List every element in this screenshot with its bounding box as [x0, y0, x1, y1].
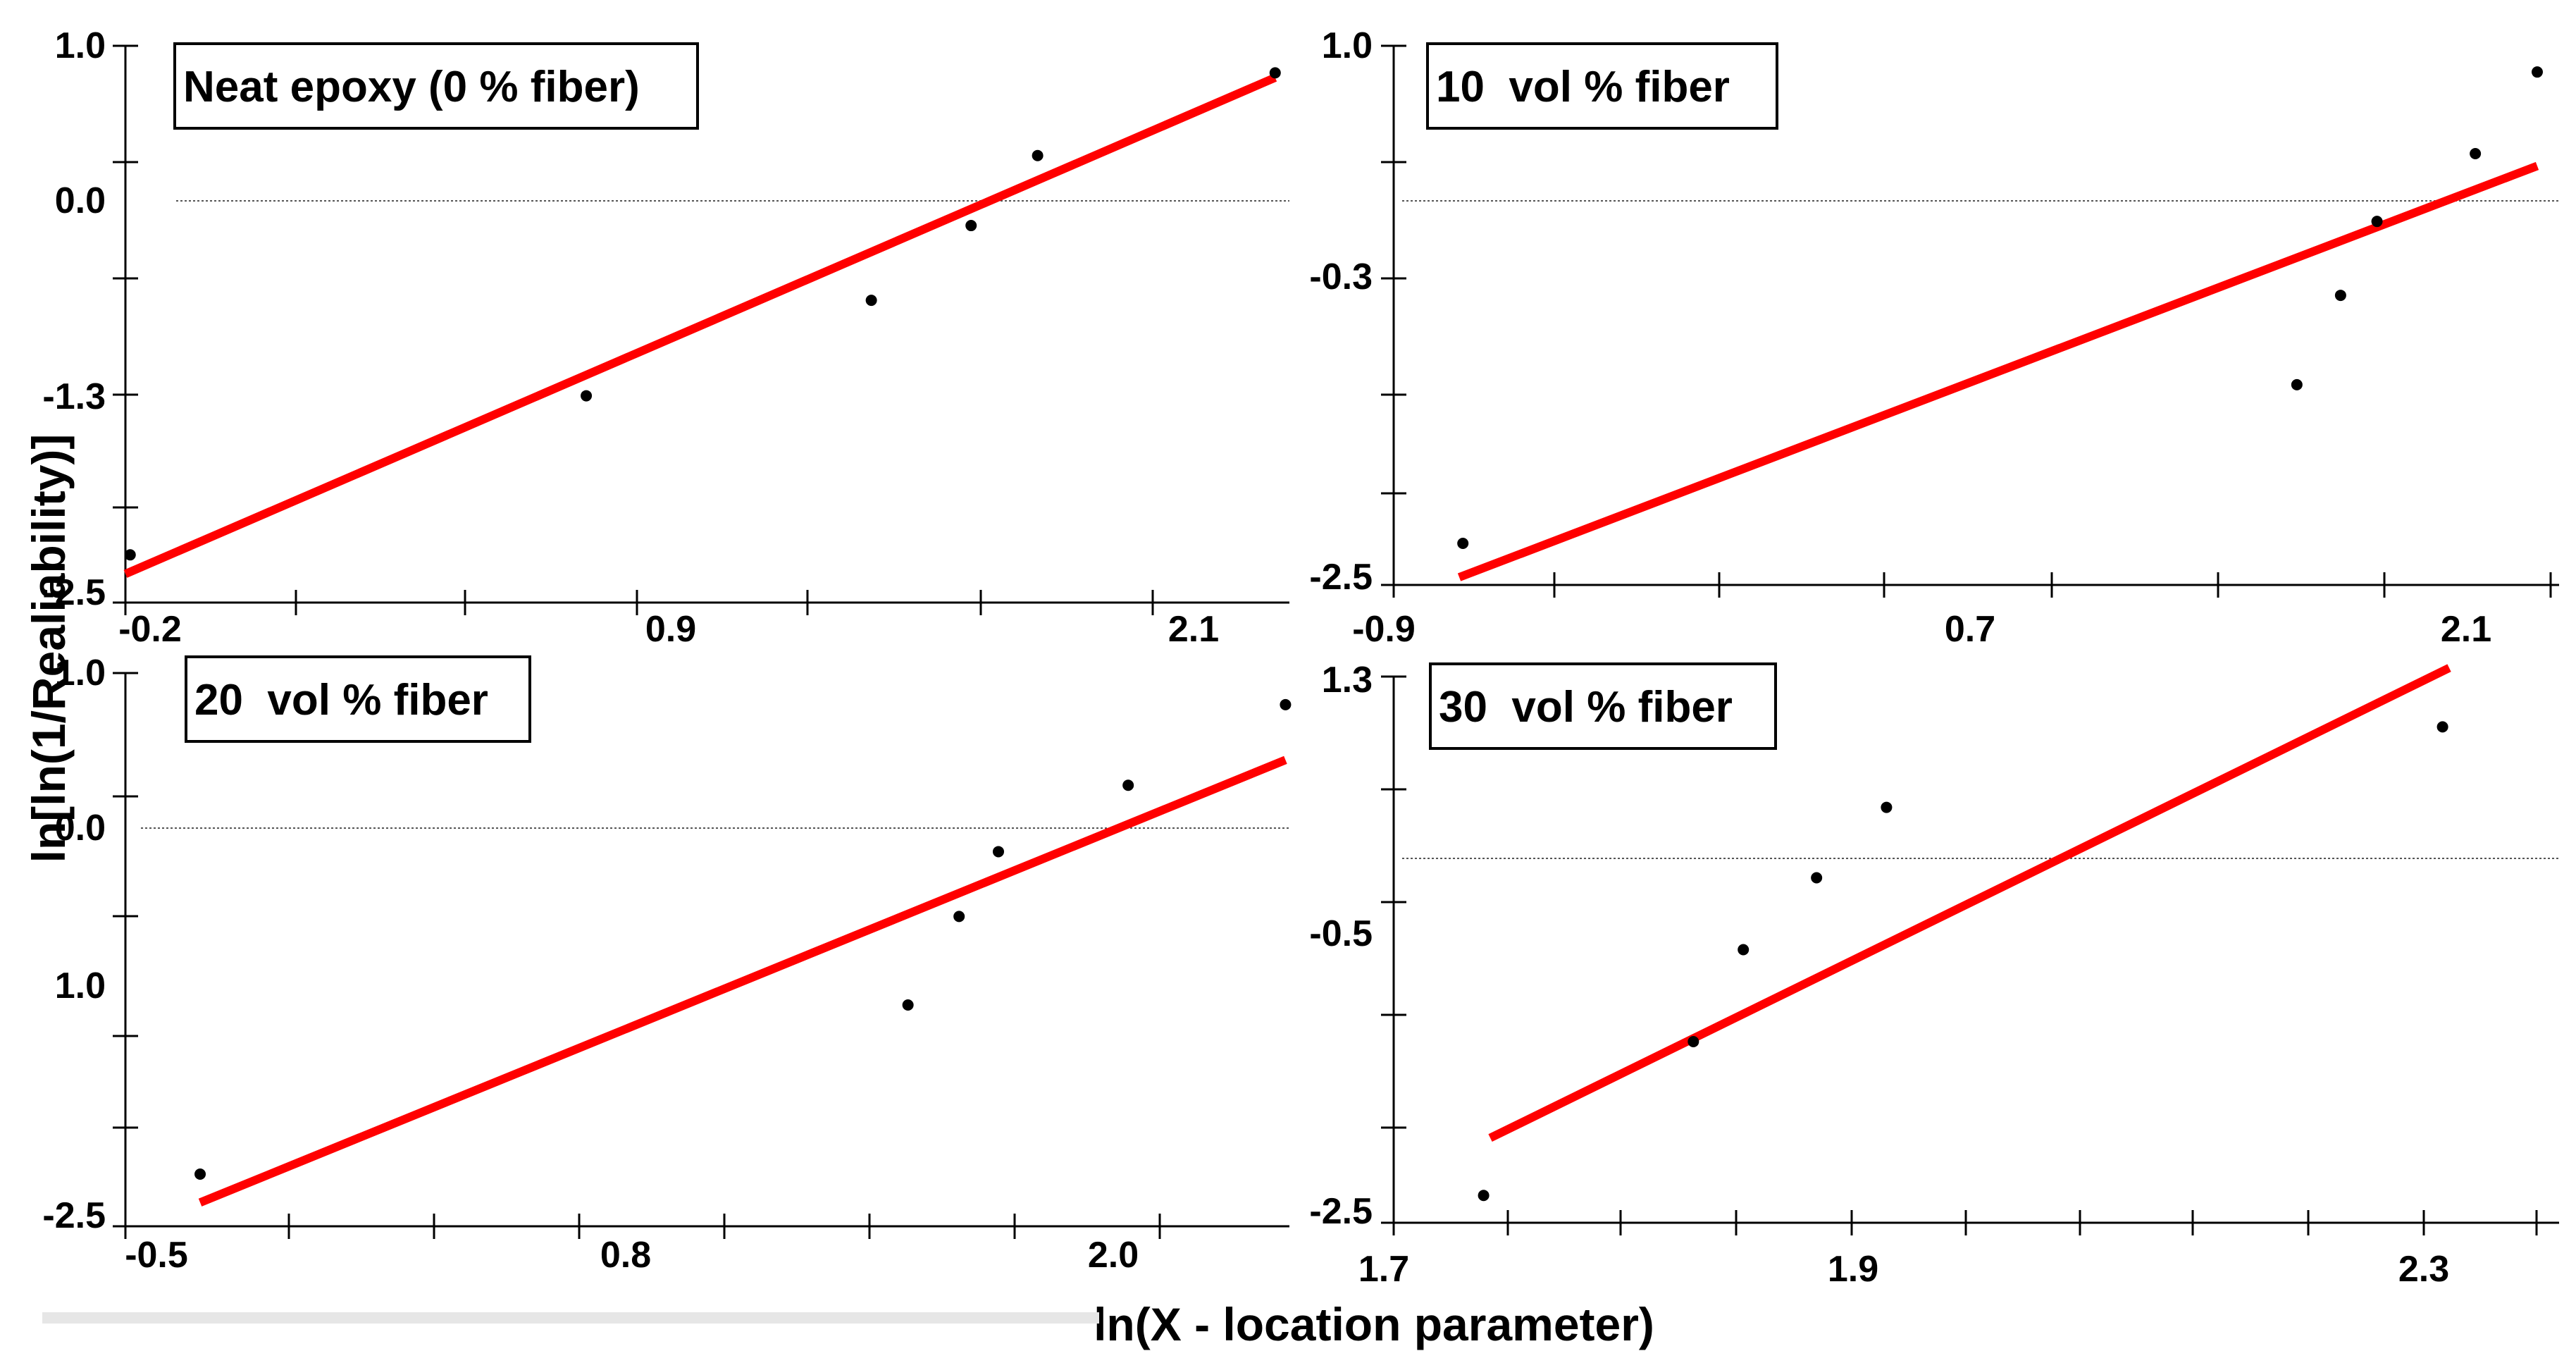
panel-label: 20 vol % fiber	[185, 655, 531, 743]
panel-10-vol: 1.0 -0.3 -2.5 -0.9 0.7 2.1 10 vol % fibe…	[1309, 25, 2559, 650]
fit-line	[198, 755, 1287, 1207]
fit-line-group	[123, 73, 1277, 578]
y-tick-label: -2.5	[42, 1195, 106, 1236]
y-tick-label: -0.3	[1309, 257, 1373, 297]
fit-line	[123, 73, 1277, 578]
data-point	[2371, 216, 2383, 228]
y-tick-label: -2.5	[1309, 557, 1373, 598]
panel-20-vol: 1.0 0.0 1.0 -2.5 -0.5 0.8 2.0 20 vol % f…	[42, 653, 1292, 1276]
data-point	[1881, 801, 1893, 813]
tick-labels: 1.0 -0.3 -2.5 -0.9 0.7 2.1	[1309, 25, 2491, 650]
x-tick-label: 2.1	[1168, 609, 1219, 650]
data-point	[1811, 872, 1823, 884]
panel-label-text: 10 vol % fiber	[1436, 63, 1730, 111]
x-axis-title: ln(X - location parameter)	[1094, 1298, 1654, 1350]
data-point	[865, 295, 877, 307]
axes	[1381, 675, 2559, 1235]
data-points	[124, 67, 1281, 561]
data-point	[2291, 378, 2303, 390]
x-tick-label: 2.3	[2398, 1249, 2449, 1290]
panel-neat-epoxy: 1.0 0.0 -1.3 -2.5 -0.2 0.9 2.1 Neat epox…	[42, 25, 1289, 650]
panel-30-vol: 1.3 -0.5 -2.5 1.7 1.9 2.3 30 vol % fiber	[1309, 660, 2559, 1290]
tick-labels: 1.3 -0.5 -2.5 1.7 1.9 2.3	[1309, 660, 2449, 1290]
panel-label-box	[1426, 42, 1778, 130]
fit-line-group	[1457, 161, 2539, 581]
data-points	[1478, 721, 2448, 1202]
data-point	[1457, 537, 1469, 549]
y-tick-label: 0.0	[55, 808, 106, 849]
fit-line	[1457, 161, 2539, 581]
fit-line-group	[198, 755, 1287, 1207]
x-tick-label: 0.8	[600, 1235, 651, 1276]
axes	[113, 44, 1289, 615]
y-tick-label: 1.0	[55, 25, 106, 66]
data-point	[1269, 67, 1281, 79]
panel-label: 10 vol % fiber	[1426, 42, 1778, 130]
data-point	[993, 846, 1004, 858]
y-axis-title: ln[ln(1/Realiability)]	[23, 434, 75, 863]
data-point	[194, 1168, 206, 1180]
data-point	[2334, 290, 2346, 302]
data-point	[1478, 1190, 1490, 1202]
y-tick-label: 1.0	[1322, 25, 1373, 66]
data-point	[2436, 721, 2448, 733]
tick-labels: 1.0 0.0 -1.3 -2.5 -0.2 0.9 2.1	[42, 25, 1219, 650]
data-point	[2470, 148, 2482, 159]
data-point	[581, 390, 593, 402]
data-points	[194, 698, 1292, 1180]
data-point	[1032, 149, 1044, 161]
tick-labels: 1.0 0.0 1.0 -2.5 -0.5 0.8 2.0	[42, 653, 1139, 1276]
x-tick-label: 2.0	[1088, 1235, 1139, 1276]
y-tick-label: 1.3	[1322, 660, 1373, 701]
y-tick-label: -2.5	[42, 572, 106, 613]
y-tick-label: -1.3	[42, 376, 106, 417]
y-tick-label: 1.0	[55, 966, 106, 1006]
data-point	[902, 999, 914, 1011]
data-point	[1122, 779, 1134, 791]
x-tick-label: -0.5	[125, 1235, 188, 1276]
data-point	[124, 549, 136, 561]
axes	[113, 672, 1289, 1239]
x-tick-label: 0.9	[645, 609, 696, 650]
panel-label: 30 vol % fiber	[1429, 662, 1777, 750]
data-point	[953, 911, 965, 923]
panel-label-text: Neat epoxy (0 % fiber)	[183, 63, 640, 111]
x-tick-label: 1.7	[1358, 1249, 1409, 1290]
panel-label-box	[185, 655, 531, 743]
y-tick-label: 0.0	[55, 180, 106, 221]
panel-label-text: 30 vol % fiber	[1439, 683, 1733, 732]
y-tick-label: 1.0	[55, 653, 106, 693]
x-tick-label: 1.9	[1828, 1249, 1878, 1290]
panel-label: Neat epoxy (0 % fiber)	[173, 42, 699, 130]
panel-label-box	[1429, 662, 1777, 750]
x-tick-label: 0.7	[1945, 609, 1995, 650]
data-point	[1280, 698, 1292, 710]
data-point	[965, 220, 977, 232]
y-tick-label: -0.5	[1309, 913, 1373, 954]
data-point	[1738, 944, 1750, 956]
data-points	[1457, 66, 2543, 549]
panel-label-box	[173, 42, 699, 130]
x-tick-label: -0.2	[118, 609, 182, 650]
x-tick-label: -0.9	[1352, 609, 1416, 650]
y-tick-label: -2.5	[1309, 1191, 1373, 1232]
fit-line	[1488, 664, 2451, 1142]
x-tick-label: 2.1	[2441, 609, 2491, 650]
fit-line-group	[1488, 664, 2451, 1142]
data-point	[1688, 1036, 1699, 1048]
axes	[1381, 44, 2559, 598]
data-point	[2531, 66, 2543, 78]
scan-artifact	[42, 1312, 1099, 1324]
panel-label-text: 20 vol % fiber	[194, 676, 488, 724]
